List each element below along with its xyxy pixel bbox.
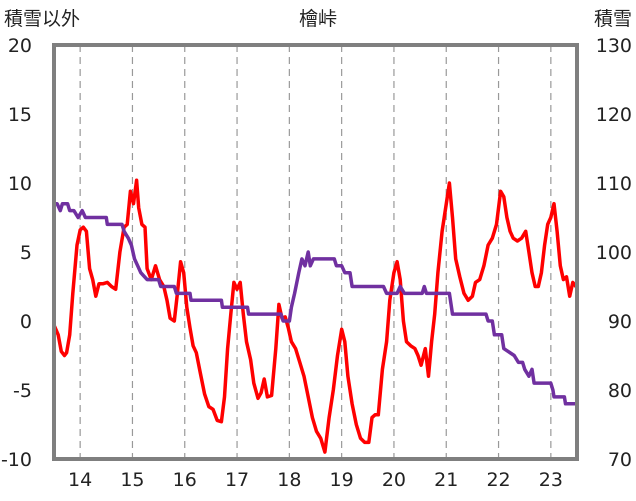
y-right-tick-label: 90	[608, 311, 632, 333]
series-line-1	[52, 178, 578, 454]
x-tick-label: 21	[434, 469, 458, 491]
y-left-tick-label: 0	[20, 311, 32, 333]
left-y-axis: -10 -5 0 5 10 15 20	[1, 35, 32, 471]
x-tick-label: 18	[277, 469, 301, 491]
left-axis-title: 積雪以外	[4, 8, 80, 30]
y-right-tick-label: 100	[596, 242, 632, 264]
right-y-axis: 70 80 90 100 110 120 130	[596, 35, 632, 471]
series-layer	[52, 178, 578, 454]
x-tick-label: 14	[68, 469, 92, 491]
y-right-tick-label: 70	[608, 449, 632, 471]
y-left-tick-label: 20	[8, 35, 32, 57]
y-right-tick-label: 110	[596, 173, 632, 195]
y-right-tick-label: 80	[608, 380, 632, 402]
x-tick-label: 22	[486, 469, 510, 491]
plot-frame	[52, 43, 579, 461]
x-tick-label: 23	[539, 469, 563, 491]
chart-title: 檜峠	[299, 7, 337, 30]
right-axis-title: 積雪	[594, 8, 632, 30]
x-tick-label: 17	[225, 469, 249, 491]
x-tick-label: 15	[120, 469, 144, 491]
x-tick-label: 20	[382, 469, 406, 491]
y-right-tick-label: 130	[596, 35, 632, 57]
y-left-tick-label: 5	[20, 242, 32, 264]
y-left-tick-label: -10	[1, 449, 32, 471]
y-left-tick-label: 15	[8, 104, 32, 126]
y-right-tick-label: 120	[596, 104, 632, 126]
x-axis: 14 15 16 17 18 19 20 21 22 23	[68, 469, 563, 491]
x-tick-label: 16	[173, 469, 197, 491]
y-left-tick-label: -5	[13, 380, 32, 402]
x-tick-label: 19	[330, 469, 354, 491]
y-left-tick-label: 10	[8, 173, 32, 195]
series-line-2	[52, 201, 578, 406]
